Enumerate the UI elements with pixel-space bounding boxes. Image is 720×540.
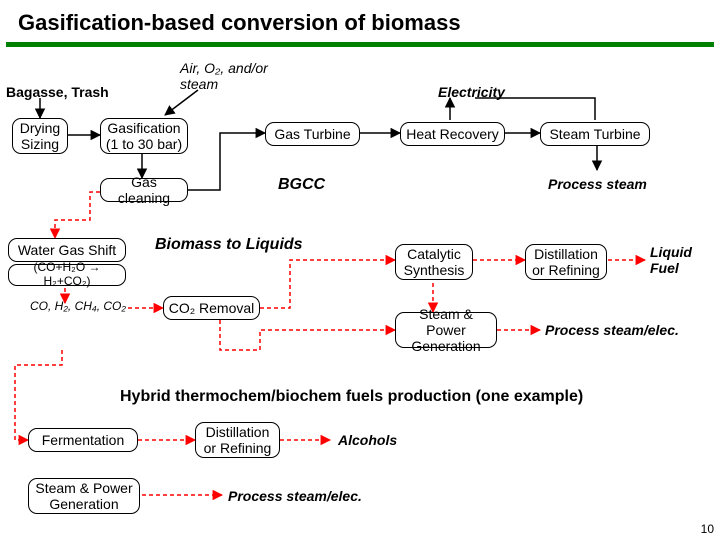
text-distill1: Distillationor Refining [532,246,600,278]
text-co2-removal: CO₂ Removal [169,300,255,316]
box-wgs-equation: (CO+H₂O → H₂+CO₂) [8,264,126,286]
box-distillation-2: Distillationor Refining [195,422,280,458]
text-steam-power1: Steam & PowerGeneration [400,306,492,354]
box-heat-recovery: Heat Recovery [400,122,505,146]
box-water-gas-shift: Water Gas Shift [8,238,126,262]
text-steam-turbine: Steam Turbine [549,126,640,142]
label-process-steam-elec: Process steam/elec. [545,322,679,338]
label-bagasse: Bagasse, Trash [6,84,109,100]
text-distill2: Distillationor Refining [204,424,272,456]
text-heat-recovery: Heat Recovery [406,126,499,142]
text-steam-power2: Steam & PowerGeneration [35,480,132,512]
text-gasification: Gasification(1 to 30 bar) [106,120,182,152]
text-wgs: Water Gas Shift [18,242,116,258]
label-biomass-liquids: Biomass to Liquids [155,236,303,254]
label-hybrid-title: Hybrid thermochem/biochem fuels producti… [120,388,583,406]
page-title: Gasification-based conversion of biomass [18,10,461,36]
box-fermentation: Fermentation [28,428,138,452]
box-steam-power-1: Steam & PowerGeneration [395,312,497,348]
box-co2-removal: CO₂ Removal [163,296,260,320]
box-distillation-1: Distillationor Refining [525,244,607,280]
text-drying: DryingSizing [20,120,60,152]
box-gasification: Gasification(1 to 30 bar) [100,118,188,154]
label-bgcc: BGCC [278,176,325,194]
box-steam-power-2: Steam & PowerGeneration [28,478,140,514]
label-air-steam: Air, O₂, and/or steam [180,60,300,92]
text-fermentation: Fermentation [42,432,124,448]
text-catalytic: CatalyticSynthesis [404,246,465,278]
label-process-steam: Process steam [548,176,647,192]
label-gas-species: CO, H₂, CH₄, CO₂ [30,300,126,314]
label-alcohols: Alcohols [338,432,397,448]
box-drying-sizing: DryingSizing [12,118,68,154]
text-gas-turbine: Gas Turbine [274,126,350,142]
box-catalytic-synthesis: CatalyticSynthesis [395,244,473,280]
label-electricity: Electricity [438,84,505,100]
text-gas-cleaning: Gas cleaning [105,174,183,206]
title-divider [6,42,714,47]
page-number: 10 [701,522,714,536]
label-liquid-fuel: Liquid Fuel [650,244,710,276]
box-steam-turbine: Steam Turbine [540,122,650,146]
label-process-steam-elec-2: Process steam/elec. [228,488,362,504]
box-gas-cleaning: Gas cleaning [100,178,188,202]
box-gas-turbine: Gas Turbine [265,122,360,146]
text-wgs-eq: (CO+H₂O → H₂+CO₂) [13,261,121,289]
